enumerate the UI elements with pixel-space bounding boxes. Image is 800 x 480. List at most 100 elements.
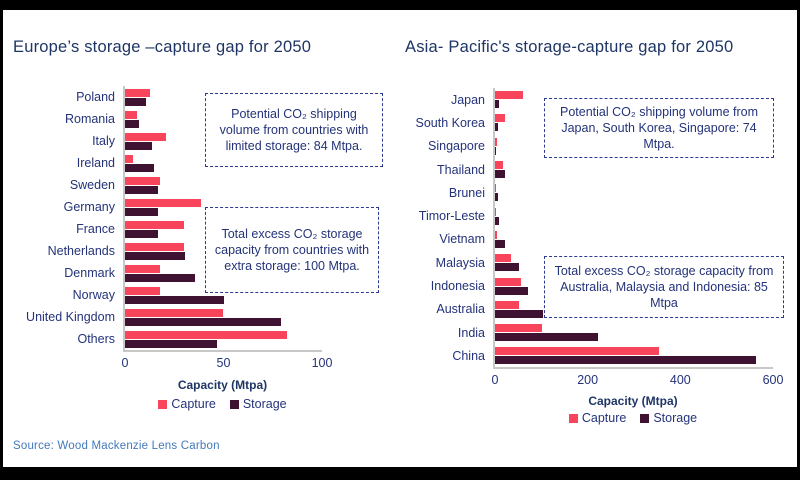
storage-bar [495, 170, 506, 179]
storage-bar [495, 333, 599, 342]
bar-group [493, 134, 771, 158]
bar-group [123, 196, 320, 218]
bar-group [123, 108, 320, 130]
capture-bar [125, 308, 223, 317]
capture-bar [125, 110, 137, 119]
bar-group [493, 251, 771, 275]
chart-row: Others [3, 328, 320, 350]
capture-bar [495, 114, 505, 123]
category-label: Timor-Leste [418, 209, 485, 224]
chart-row: Poland [3, 86, 320, 108]
storage-bar [125, 273, 196, 282]
chart-row: Indonesia [397, 274, 771, 298]
storage-bar [125, 207, 159, 216]
capture-bar [125, 264, 161, 273]
chart-row: France [3, 218, 320, 240]
chart-row: Ireland [3, 152, 320, 174]
storage-bar [495, 239, 506, 248]
storage-bar [495, 356, 757, 365]
category-label: India [457, 325, 485, 340]
storage-bar [125, 317, 281, 326]
capture-bar [125, 176, 161, 185]
category-label: Indonesia [430, 279, 485, 294]
category-label: South Korea [415, 115, 486, 130]
category-label: Australia [436, 302, 485, 317]
storage-bar [495, 309, 544, 318]
capture-bar [125, 330, 287, 339]
capture-bar [495, 300, 520, 309]
category-label: France [76, 222, 115, 236]
capture-bar [495, 324, 543, 333]
bar-group [123, 328, 320, 350]
storage-bar [125, 295, 225, 304]
storage-swatch-icon [640, 413, 650, 423]
capture-bar [125, 154, 133, 163]
asia-x-axis-ticks: 0 200 400 600 [492, 373, 784, 389]
capture-bar [125, 286, 161, 295]
bar-group [123, 130, 320, 152]
category-label: Romania [64, 112, 115, 126]
storage-bar [495, 123, 498, 132]
legend-item-storage: Storage [229, 397, 287, 411]
capture-bar [495, 184, 496, 193]
asia-x-axis-line [493, 367, 773, 369]
capture-bar [495, 230, 497, 239]
europe-legend: Capture Storage [123, 397, 322, 411]
chart-row: Timor-Leste [397, 204, 771, 228]
storage-bar [125, 185, 159, 194]
capture-swatch-icon [568, 413, 578, 423]
storage-legend-label: Storage [653, 411, 698, 425]
bar-group [493, 111, 771, 135]
category-label: Poland [76, 90, 115, 104]
asia-shipping-volume-callout: Potential CO₂ shipping volume from Japan… [544, 98, 774, 158]
bar-group [493, 297, 771, 321]
category-label: Singapore [428, 139, 485, 154]
chart-row: Australia [397, 297, 771, 321]
storage-bar [495, 216, 500, 225]
chart-row: China [397, 344, 771, 368]
chart-row: Singapore [397, 134, 771, 158]
capture-bar [495, 254, 511, 263]
storage-bar [495, 100, 499, 109]
category-label: Brunei [448, 185, 485, 200]
bar-group [123, 218, 320, 240]
asia-pacific-chart-panel: Asia- Pacific's storage-capture gap for … [397, 10, 797, 467]
chart-row: Netherlands [3, 240, 320, 262]
category-label: Thailand [437, 162, 485, 177]
storage-bar [495, 263, 519, 272]
asia-legend: Capture Storage [493, 411, 773, 425]
storage-bar [125, 119, 139, 128]
storage-bar [125, 251, 186, 260]
bar-group [493, 320, 771, 345]
europe-x-axis-ticks: 0 50 100 [122, 356, 333, 372]
europe-excess-storage-callout: Total excess CO₂ storage capacity from c… [205, 207, 379, 293]
storage-bar [125, 97, 147, 106]
x-tick-label: 100 [311, 356, 333, 370]
category-label: Ireland [76, 156, 115, 170]
bar-group [123, 240, 320, 262]
page-background: Europe’s storage –capture gap for 2050 P… [3, 10, 797, 467]
category-label: Others [77, 332, 115, 346]
storage-bar [125, 163, 155, 172]
bar-group [123, 86, 320, 108]
capture-legend-label: Capture [581, 411, 627, 425]
capture-bar [125, 132, 166, 141]
capture-bar [125, 220, 184, 229]
capture-bar [125, 88, 151, 97]
x-tick-label: 600 [762, 373, 784, 387]
x-tick-label: 50 [216, 356, 231, 370]
bar-group [123, 174, 320, 196]
chart-row: Thailand [397, 157, 771, 182]
bar-group [123, 262, 320, 284]
chart-row: Denmark [3, 262, 320, 284]
capture-legend-label: Capture [171, 397, 216, 411]
x-tick-label: 200 [577, 373, 599, 387]
europe-bar-rows: Poland Romania Italy Ireland Sweden Germany Fr… [3, 86, 320, 350]
chart-row: Germany [3, 196, 320, 218]
chart-row: Sweden [3, 174, 320, 196]
chart-row: Brunei [397, 181, 771, 205]
europe-shipping-volume-callout: Potential CO₂ shipping volume from count… [205, 93, 383, 167]
capture-bar [495, 137, 498, 146]
category-label: Japan [450, 92, 485, 107]
chart-row: Malaysia [397, 251, 771, 275]
